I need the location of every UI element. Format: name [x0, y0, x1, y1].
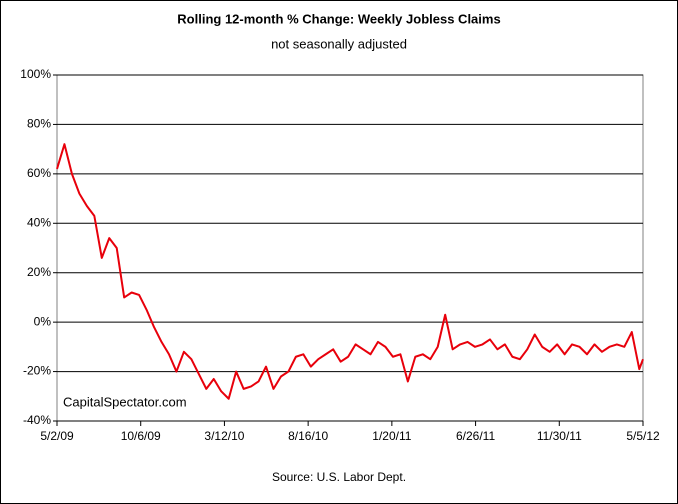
- x-tick-label: 3/12/10: [204, 429, 244, 443]
- chart-subtitle: not seasonally adjusted: [271, 36, 407, 51]
- y-tick-label: -40%: [23, 413, 51, 427]
- y-tick-label: 80%: [27, 117, 51, 131]
- y-tick-label: 100%: [20, 67, 51, 81]
- y-tick-label: 0%: [34, 314, 52, 328]
- chart-title: Rolling 12-month % Change: Weekly Jobles…: [177, 11, 500, 26]
- x-tick-label: 5/2/09: [40, 429, 74, 443]
- data-line: [56, 143, 644, 400]
- x-tick-label: 10/6/09: [121, 429, 161, 443]
- watermark: CapitalSpectator.com: [63, 394, 187, 409]
- y-tick-label: 60%: [27, 166, 51, 180]
- source-note: Source: U.S. Labor Dept.: [272, 470, 406, 484]
- x-tick-label: 8/16/10: [288, 429, 328, 443]
- x-tick-label: 11/30/11: [537, 429, 582, 443]
- x-tick-label: 1/20/11: [372, 429, 411, 443]
- x-tick-label: 6/26/11: [456, 429, 495, 443]
- y-tick-label: 20%: [27, 265, 51, 279]
- y-tick-label: -20%: [23, 364, 51, 378]
- y-tick-label: 40%: [27, 215, 51, 229]
- x-tick-label: 5/5/12: [626, 429, 660, 443]
- plot-area: [56, 74, 644, 422]
